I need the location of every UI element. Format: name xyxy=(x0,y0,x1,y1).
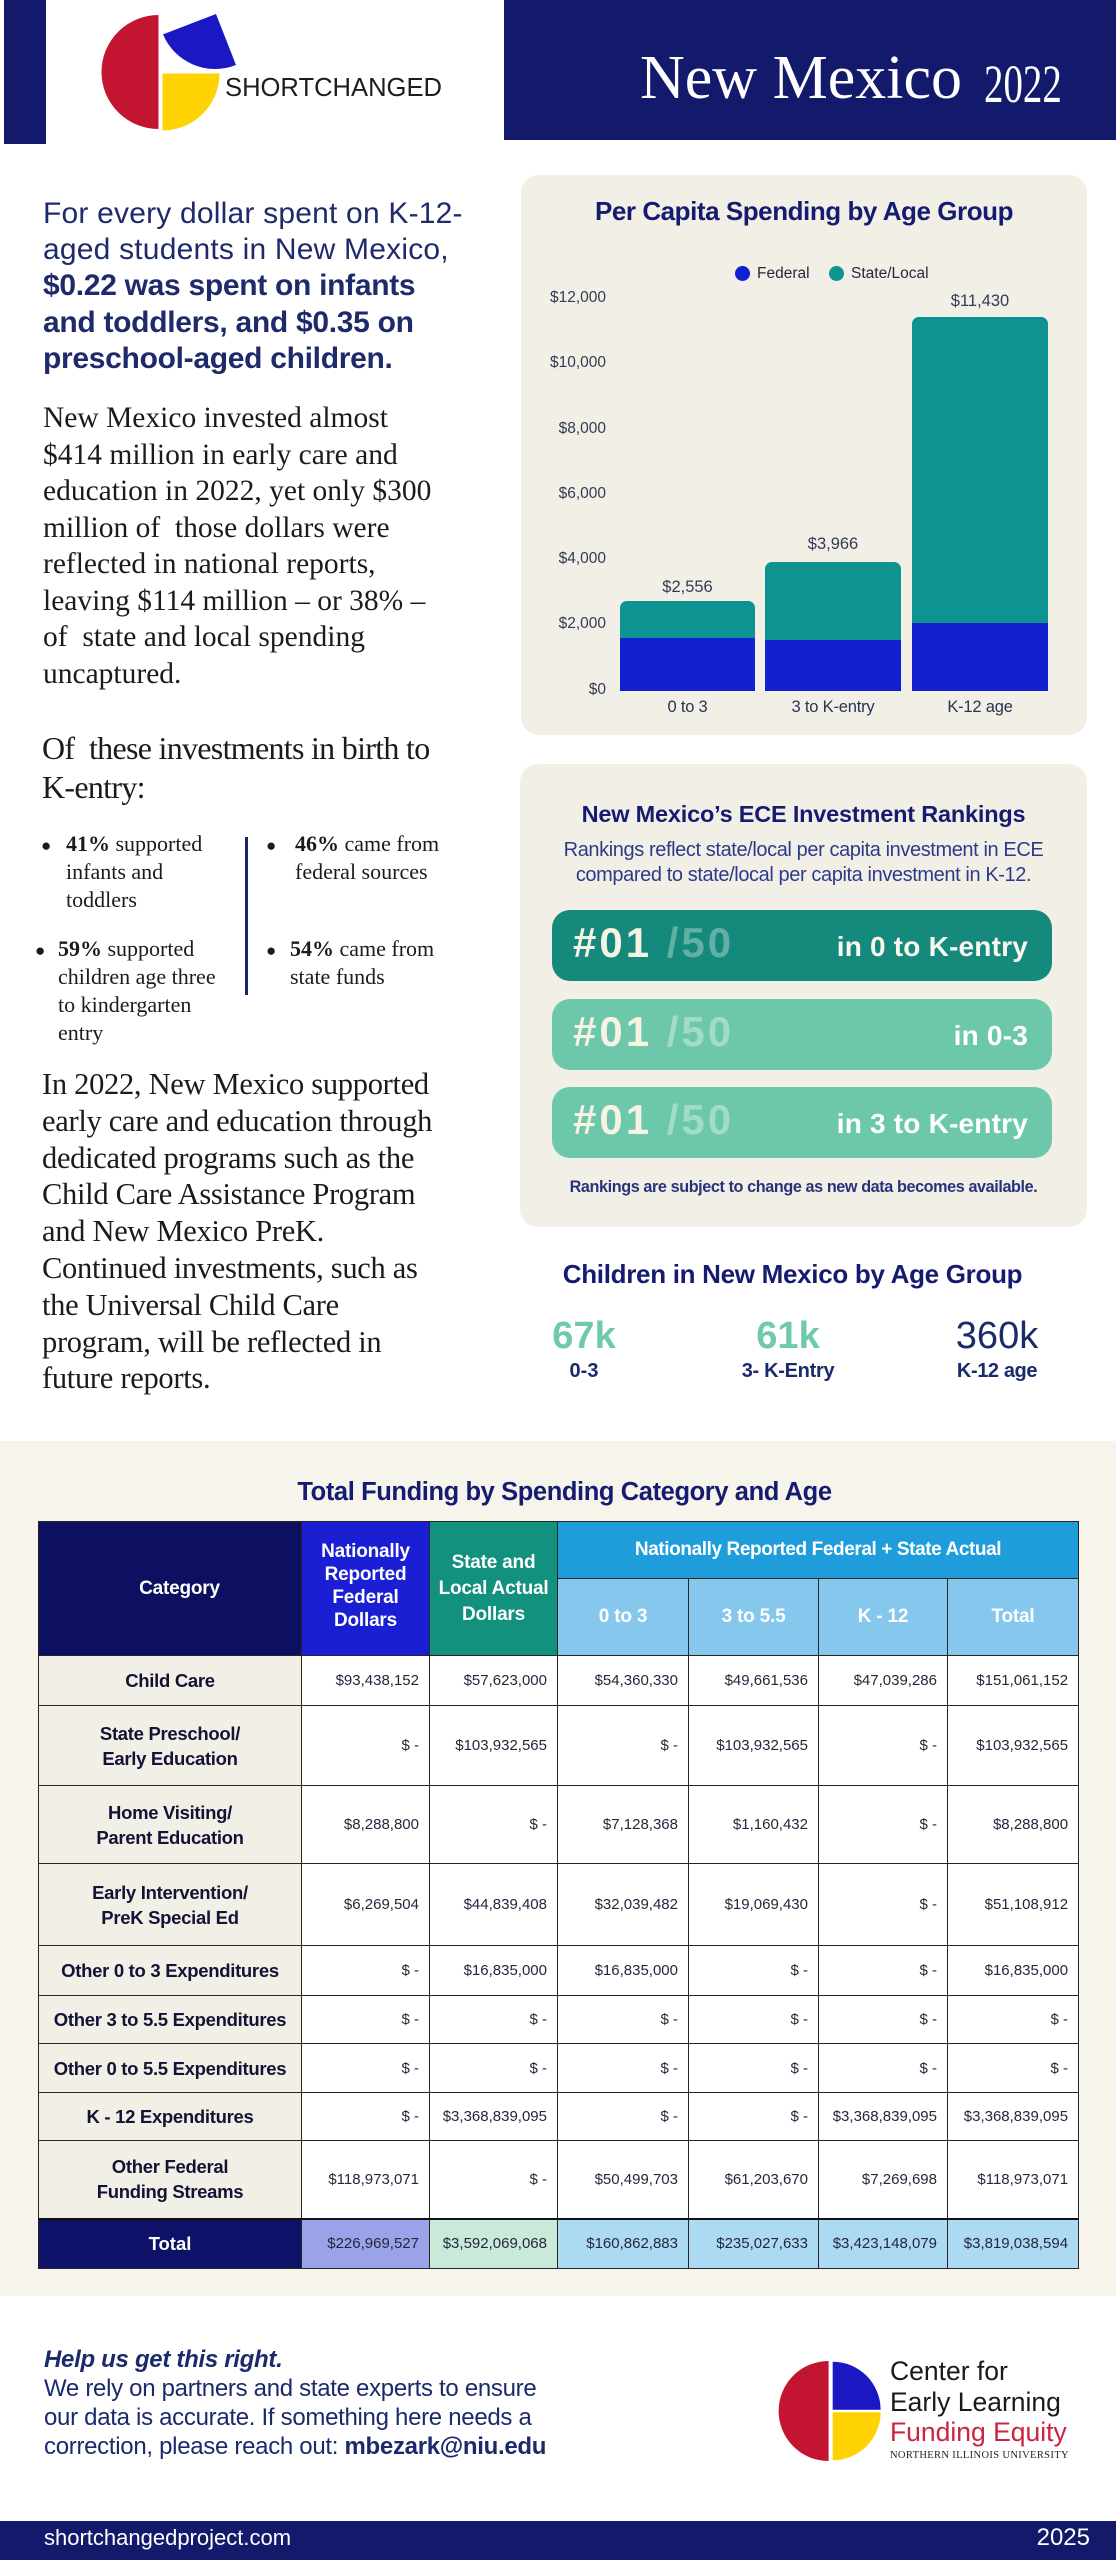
svg-text:SHORTCHANGED: SHORTCHANGED xyxy=(225,72,442,102)
